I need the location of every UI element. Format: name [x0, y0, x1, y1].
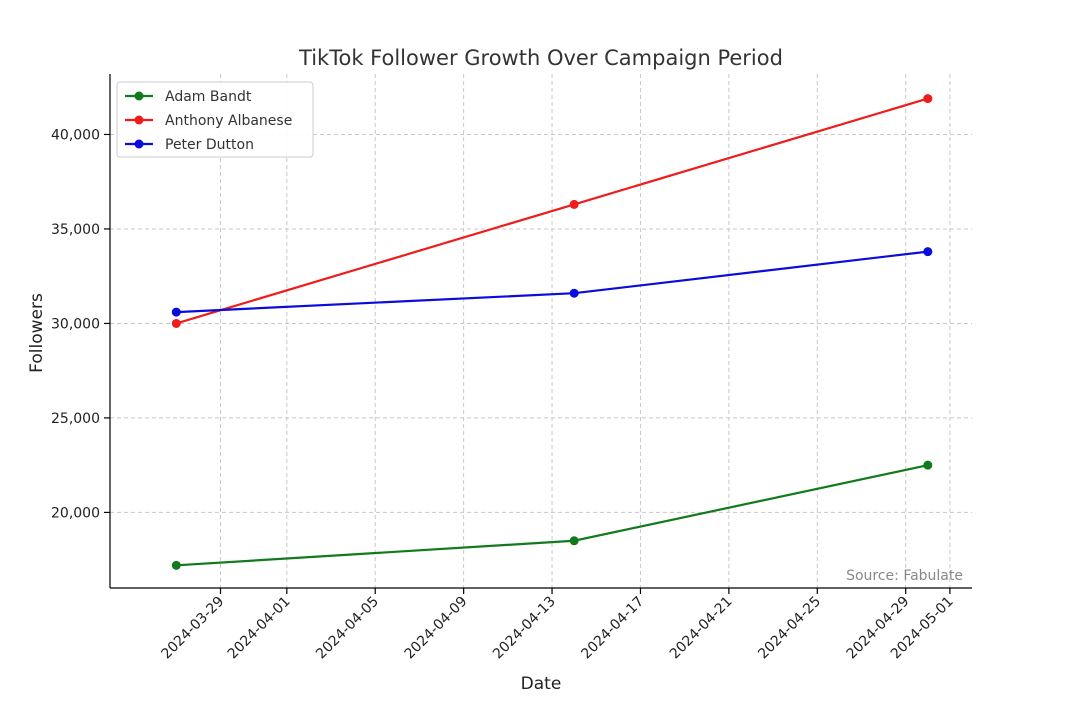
- source-annotation: Source: Fabulate: [846, 568, 963, 584]
- y-tick-label: 40,000: [51, 127, 100, 143]
- data-point-adam-bandt: [569, 536, 579, 546]
- y-tick-label: 25,000: [51, 411, 100, 427]
- x-tick-label: 2024-04-05: [313, 594, 382, 663]
- legend: Adam Bandt Anthony Albanese Peter Dutton: [116, 81, 314, 158]
- data-point-adam-bandt: [923, 460, 933, 470]
- x-axis-label: Date: [521, 674, 562, 694]
- legend-label-peter-dutton: Peter Dutton: [165, 137, 254, 153]
- legend-box: [116, 81, 314, 158]
- data-point-adam-bandt: [171, 560, 181, 570]
- data-point-anthony-albanese: [923, 94, 933, 104]
- chart-title: TikTok Follower Growth Over Campaign Per…: [298, 46, 783, 70]
- x-tick-label: 2024-04-21: [667, 594, 736, 663]
- y-tick-label: 35,000: [51, 222, 100, 238]
- data-point-peter-dutton: [923, 247, 933, 257]
- legend-marker-peter-dutton: [134, 139, 144, 149]
- data-point-anthony-albanese: [569, 199, 579, 209]
- data-point-anthony-albanese: [171, 318, 181, 328]
- legend-label-adam-bandt: Adam Bandt: [165, 89, 252, 105]
- legend-label-anthony-albanese: Anthony Albanese: [165, 113, 292, 129]
- y-tick-label: 30,000: [51, 316, 100, 332]
- x-tick-label: 2024-04-01: [225, 594, 294, 663]
- x-tick-label: 2024-04-13: [490, 594, 559, 663]
- x-tick-label: 2024-03-29: [158, 594, 227, 663]
- legend-marker-adam-bandt: [134, 91, 144, 101]
- series-line-peter-dutton: [176, 250, 928, 314]
- y-axis-label: Followers: [27, 293, 47, 373]
- series-lines: [171, 94, 933, 570]
- x-tick-label: 2024-04-17: [578, 594, 647, 663]
- legend-marker-anthony-albanese: [134, 115, 144, 125]
- x-tick-label: 2024-04-25: [755, 594, 824, 663]
- data-point-peter-dutton: [569, 288, 579, 298]
- y-tick-label: 20,000: [51, 505, 100, 521]
- data-point-peter-dutton: [171, 307, 181, 317]
- x-tick-label: 2024-04-09: [402, 594, 471, 663]
- grid: [110, 74, 972, 588]
